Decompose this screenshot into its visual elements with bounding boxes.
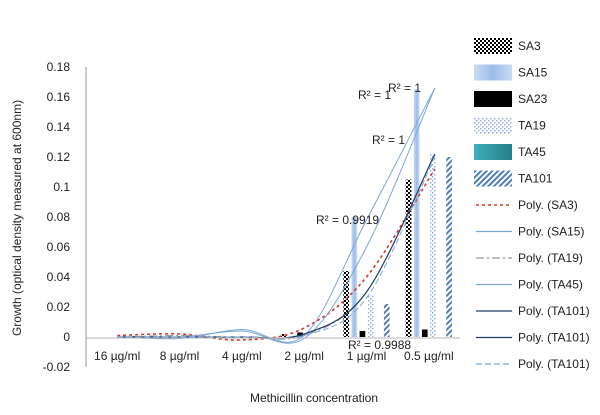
legend-label: Poly. (SA15) <box>518 225 584 239</box>
legend-swatch-sa23 <box>474 91 512 107</box>
y-tick-label: 0.02 <box>47 300 71 314</box>
legend-label: SA23 <box>518 92 548 106</box>
legend-swatch-ta45 <box>474 144 512 160</box>
y-tick-label: 0.1 <box>53 180 70 194</box>
y-tick-label: 0 <box>63 330 70 344</box>
r-squared-label: R² = 1 <box>388 81 421 95</box>
legend-label: SA3 <box>518 39 541 53</box>
x-tick-label: 4 µg/ml <box>222 349 262 363</box>
r-squared-label: R² = 0.9988 <box>348 338 411 352</box>
x-tick-label: 16 µg/ml <box>94 349 140 363</box>
trendline-poly-ta101 <box>117 153 436 339</box>
legend-label: Poly. (TA101) <box>518 331 590 345</box>
trendline-poly-sa3 <box>117 168 436 341</box>
legend-label: Poly. (TA101) <box>518 304 590 318</box>
x-tick-label: 8 µg/ml <box>160 349 200 363</box>
legend-label: Poly. (SA3) <box>518 198 578 212</box>
legend-label: SA15 <box>518 66 548 80</box>
x-tick-label: 1 µg/ml <box>347 349 387 363</box>
legend-label: Poly. (TA19) <box>518 251 583 265</box>
y-tick-label: 0.08 <box>47 210 71 224</box>
y-tick-label: 0.06 <box>47 240 71 254</box>
bar-ta19 <box>367 295 374 337</box>
legend-label: TA101 <box>518 172 553 186</box>
legend-swatch-ta19 <box>474 117 512 134</box>
y-tick-label: 0.04 <box>47 270 71 284</box>
legend-swatch-sa3 <box>474 38 512 54</box>
legend-swatch-ta101 <box>474 170 512 187</box>
y-axis-title: Growth (optical density measured at 600n… <box>10 100 24 336</box>
y-tick-label: 0.16 <box>47 90 71 104</box>
legend-label: Poly. (TA101) <box>518 357 590 371</box>
bar-sa23 <box>421 329 428 337</box>
legend-label: TA19 <box>518 119 546 133</box>
bar-ta19 <box>430 154 436 337</box>
x-axis-title: Methicillin concentration <box>250 391 378 405</box>
y-tick-label: 0.12 <box>47 150 71 164</box>
r-squared-label: R² = 0.9919 <box>316 213 379 227</box>
trendline-poly-ta101 <box>117 156 436 340</box>
bar-ta101 <box>446 157 452 337</box>
bar-sa3 <box>343 271 350 337</box>
bar-sa23 <box>359 331 366 337</box>
bar-sa3 <box>281 334 287 337</box>
legend-label: Poly. (TA45) <box>518 278 583 292</box>
bar-sa15 <box>413 89 420 337</box>
x-tick-label: 0.5 µg/ml <box>404 349 454 363</box>
y-tick-label: -0.02 <box>43 360 71 374</box>
x-tick-label: 2 µg/ml <box>284 349 324 363</box>
bar-sa15 <box>351 217 358 337</box>
y-tick-label: 0.14 <box>47 120 71 134</box>
legend-swatch-sa15 <box>474 64 512 81</box>
y-tick-label: 0.18 <box>47 60 71 74</box>
legend-label: TA45 <box>518 145 546 159</box>
r-squared-label: R² = 1 <box>358 88 391 102</box>
r-squared-label: R² = 1 <box>372 133 405 147</box>
bar-sa3 <box>405 179 412 337</box>
bar-ta101 <box>383 304 390 337</box>
